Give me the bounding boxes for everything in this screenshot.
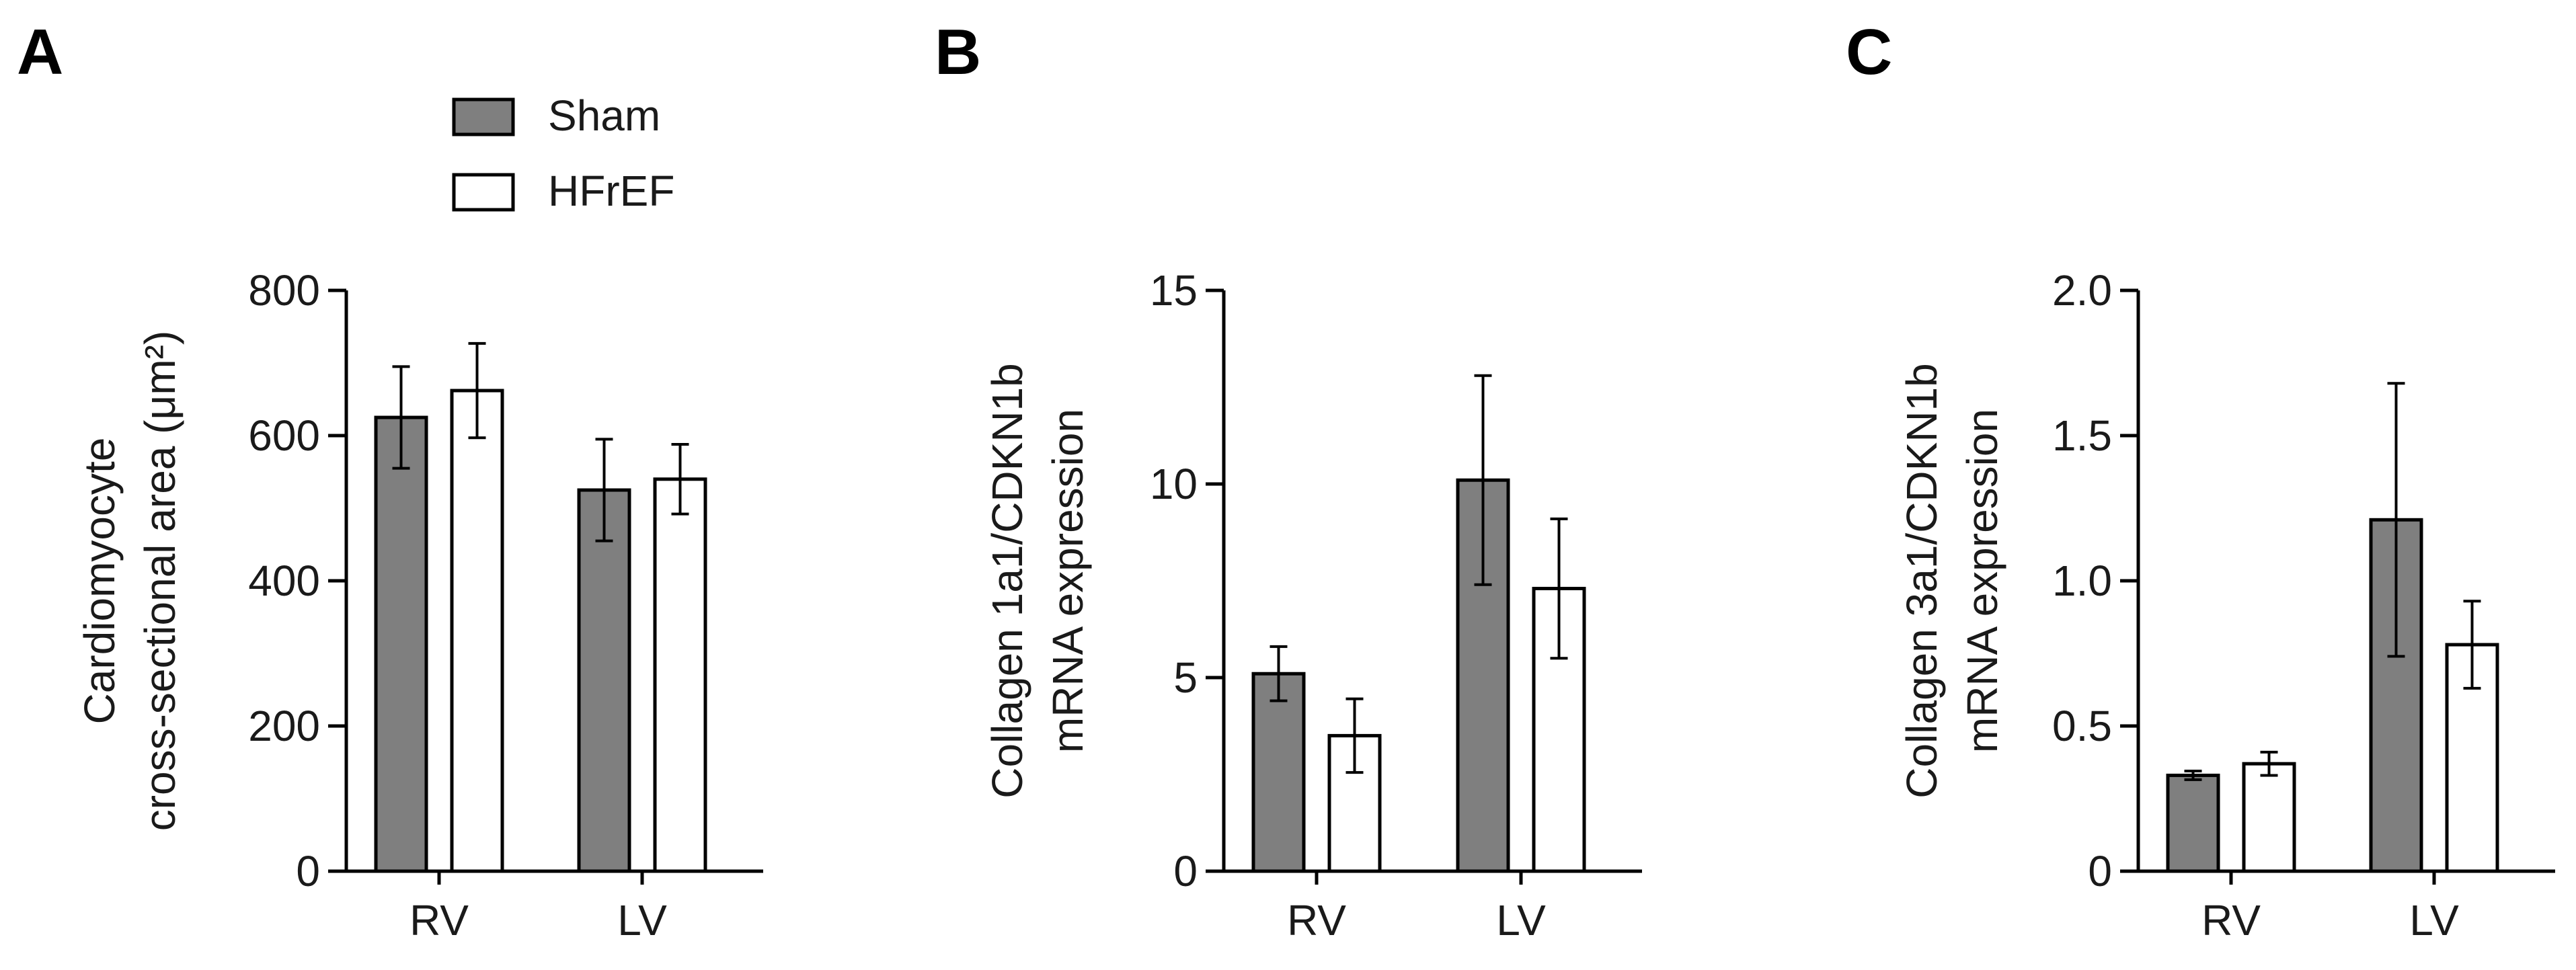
- legend-label-sham: Sham: [548, 91, 660, 140]
- x-tick-label: LV: [617, 896, 667, 944]
- y-tick-label: 2.0: [2052, 266, 2112, 315]
- panel-c: C RV LV 0 0.5 1.0 1.5 2.0 Collagen 3a1/CDKN1b mRN…: [1846, 16, 2555, 944]
- y-tick-label: 0: [2088, 847, 2112, 895]
- panel-letter: B: [935, 16, 981, 88]
- x-tick-label: RV: [2201, 896, 2261, 944]
- panel-letter: C: [1846, 16, 1892, 88]
- y-tick-label: 400: [248, 557, 320, 605]
- y-tick-label: 5: [1173, 653, 1198, 702]
- y-tick-label: 15: [1150, 266, 1198, 315]
- legend-swatch-hfref: [452, 173, 515, 212]
- bar-sham-rv: [1251, 672, 1306, 873]
- y-tick-label: 1.5: [2052, 411, 2112, 460]
- y-tick-label: 0: [296, 847, 320, 895]
- legend: Sham HFrEF: [452, 91, 674, 215]
- panel-a: A RV LV 0 200 400 600 800 Cardiomyocyte cross-sec…: [17, 16, 763, 944]
- x-tick-label: RV: [409, 896, 469, 944]
- y-tick-label: 200: [248, 702, 320, 750]
- x-tick-label: RV: [1287, 896, 1346, 944]
- y-tick-label: 10: [1150, 460, 1198, 508]
- x-tick-label: LV: [1496, 896, 1546, 944]
- y-axis-label: Collagen 1a1/CDKN1b: [983, 363, 1031, 799]
- y-axis-label: mRNA expression: [1044, 409, 1092, 753]
- bar-hfref-rv: [2242, 762, 2296, 873]
- bar-hfref-rv: [450, 389, 504, 873]
- bar-sham-rv: [374, 415, 428, 873]
- y-tick-label: 1.0: [2052, 557, 2112, 605]
- y-tick-label: 600: [248, 411, 320, 460]
- legend-swatch-sham: [452, 97, 515, 136]
- legend-label-hfref: HFrEF: [548, 167, 674, 215]
- panel-b: B RV LV 0 5 10 15 Collagen 1a1/CDKN1b mRNA expre…: [935, 16, 1642, 944]
- x-tick-label: LV: [2409, 896, 2459, 944]
- y-tick-label: 800: [248, 266, 320, 315]
- y-axis-label: cross-sectional area (μm²): [136, 331, 184, 832]
- y-axis-label: mRNA expression: [1958, 409, 2006, 753]
- panel-letter: A: [17, 16, 63, 88]
- y-axis-label: Collagen 3a1/CDKN1b: [1898, 363, 1946, 799]
- y-tick-label: 0.5: [2052, 702, 2112, 750]
- y-tick-label: 0: [1173, 847, 1198, 895]
- bar-sham-rv: [2166, 773, 2220, 873]
- bar-sham-lv: [577, 488, 631, 873]
- y-axis-label: Cardiomyocyte: [75, 438, 124, 725]
- bar-hfref-lv: [653, 477, 707, 873]
